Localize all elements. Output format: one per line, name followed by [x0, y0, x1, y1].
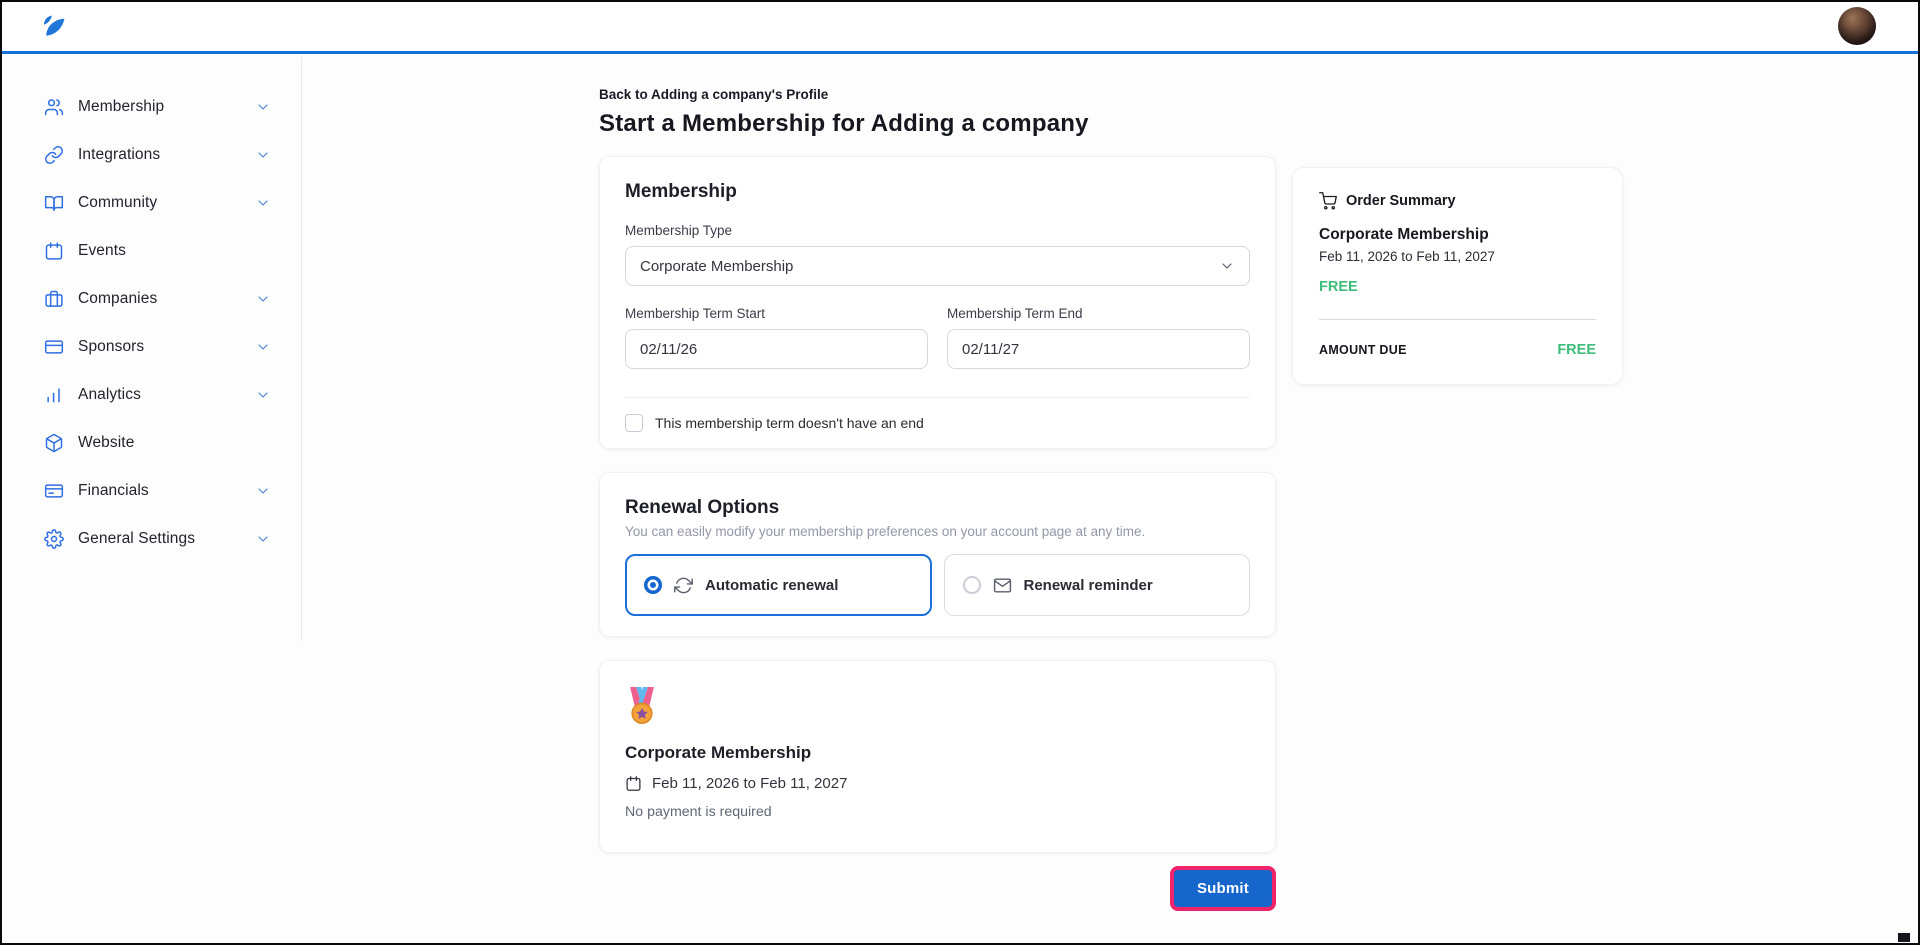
card-divider — [625, 397, 1250, 398]
users-icon — [44, 97, 64, 117]
cart-icon — [1319, 192, 1337, 210]
briefcase-icon — [44, 289, 64, 309]
sidebar-item-financials[interactable]: Financials — [0, 467, 301, 515]
bar-chart-icon — [44, 385, 64, 405]
renewal-heading: Renewal Options — [625, 497, 780, 518]
membership-type-value: Corporate Membership — [640, 257, 794, 275]
renewal-options-card: Renewal Options You can easily modify yo… — [599, 472, 1276, 637]
amount-due-label: AMOUNT DUE — [1319, 343, 1407, 357]
top-header — [0, 0, 1920, 54]
membership-heading: Membership — [625, 181, 737, 202]
sidebar-item-companies[interactable]: Companies — [0, 275, 301, 323]
app-logo[interactable] — [40, 12, 68, 40]
chevron-down-icon — [255, 99, 271, 115]
chevron-down-icon — [255, 387, 271, 403]
chevron-down-icon — [1219, 258, 1235, 274]
radio-unselected — [962, 576, 981, 594]
sync-icon — [674, 576, 693, 595]
membership-type-select[interactable]: Corporate Membership — [625, 246, 1250, 286]
term-end-input[interactable] — [947, 329, 1250, 369]
renewal-reminder-option[interactable]: Renewal reminder — [943, 554, 1250, 616]
no-end-checkbox-row[interactable]: This membership term doesn't have an end — [600, 398, 1275, 448]
summary-term: Feb 11, 2026 to Feb 11, 2027 — [652, 775, 848, 792]
membership-summary-card: Corporate Membership Feb 11, 2026 to Feb… — [599, 660, 1276, 853]
medal-icon — [625, 687, 659, 725]
sidebar-item-membership[interactable]: Membership — [0, 83, 301, 131]
radio-selected — [644, 576, 662, 594]
sidebar-item-sponsors[interactable]: Sponsors — [0, 323, 301, 371]
order-item-price: FREE — [1319, 279, 1358, 295]
summary-note: No payment is required — [625, 804, 772, 820]
order-divider — [1319, 319, 1596, 320]
sidebar-item-integrations[interactable]: Integrations — [0, 131, 301, 179]
no-end-checkbox[interactable] — [625, 414, 643, 432]
order-item-term: Feb 11, 2026 to Feb 11, 2027 — [1319, 249, 1495, 264]
gear-icon — [44, 529, 64, 549]
submit-button[interactable]: Submit — [1173, 870, 1272, 907]
chevron-down-icon — [255, 483, 271, 499]
chevron-down-icon — [255, 195, 271, 211]
amount-due-value: FREE — [1557, 342, 1596, 358]
term-end-label: Membership Term End — [947, 306, 1083, 321]
page-title: Start a Membership for Adding a company — [599, 110, 1089, 137]
automatic-renewal-option[interactable]: Automatic renewal — [625, 554, 932, 616]
summary-heading: Corporate Membership — [625, 743, 812, 762]
resize-grip — [1898, 933, 1910, 942]
envelope-icon — [993, 576, 1012, 595]
term-start-label: Membership Term Start — [625, 306, 766, 321]
back-link[interactable]: Back to Adding a company's Profile — [599, 87, 829, 102]
order-item-name: Corporate Membership — [1319, 226, 1489, 243]
calendar-icon — [44, 241, 64, 261]
user-avatar[interactable] — [1838, 6, 1876, 45]
order-summary-panel: Order Summary Corporate Membership Feb 1… — [1292, 167, 1623, 385]
chevron-down-icon — [255, 147, 271, 163]
no-end-checkbox-label: This membership term doesn't have an end — [655, 415, 924, 431]
link-icon — [44, 145, 64, 165]
calendar-icon — [625, 775, 642, 792]
membership-type-label: Membership Type — [625, 223, 733, 238]
membership-card: Membership Membership Type Corporate Mem… — [599, 156, 1276, 449]
wallet-card-icon — [44, 481, 64, 501]
chevron-down-icon — [255, 339, 271, 355]
sidebar-item-website[interactable]: Website — [0, 419, 301, 467]
term-start-input[interactable] — [625, 329, 928, 369]
book-icon — [44, 193, 64, 213]
renewal-subtitle: You can easily modify your membership pr… — [625, 524, 1146, 539]
sidebar-item-general-settings[interactable]: General Settings — [0, 515, 301, 563]
sidebar-item-events[interactable]: Events — [0, 227, 301, 275]
cube-icon — [44, 433, 64, 453]
sidebar-nav: Membership Integrations Community Events… — [0, 57, 302, 641]
order-summary-title: Order Summary — [1346, 193, 1456, 209]
sidebar-item-community[interactable]: Community — [0, 179, 301, 227]
credit-card-icon — [44, 337, 64, 357]
chevron-down-icon — [255, 291, 271, 307]
main-content: Back to Adding a company's Profile Start… — [302, 57, 1920, 945]
sidebar-item-analytics[interactable]: Analytics — [0, 371, 301, 419]
chevron-down-icon — [255, 531, 271, 547]
